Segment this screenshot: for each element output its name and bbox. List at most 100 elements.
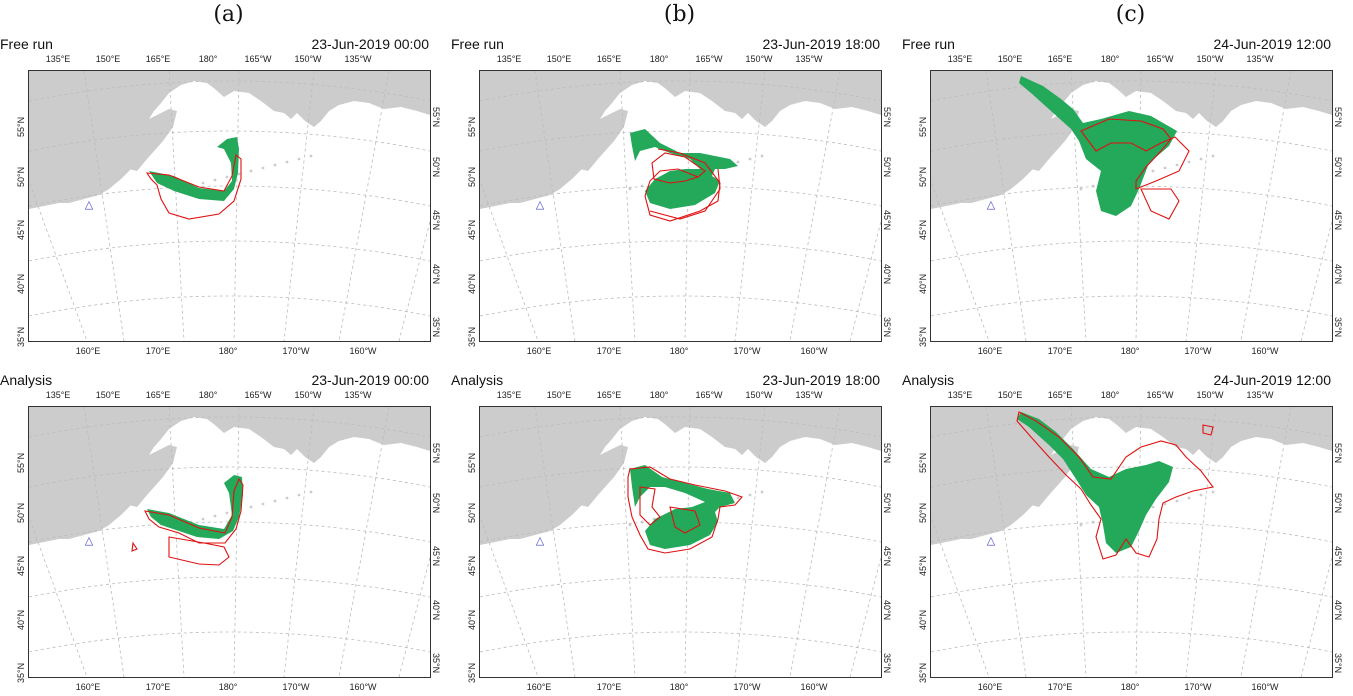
ash-plume <box>147 475 243 539</box>
lon-tick-top: 165°W <box>695 54 723 64</box>
island <box>309 490 313 494</box>
lon-tick-top: 135°W <box>795 54 823 64</box>
lat-tick-right: 40°N <box>1333 264 1343 285</box>
island <box>285 496 289 500</box>
island <box>297 157 301 161</box>
lat-tick-right: 55°N <box>431 443 441 464</box>
lat-tick-left: 45°N <box>918 219 928 240</box>
island <box>309 154 313 158</box>
lat-tick-left: 45°N <box>16 219 26 240</box>
map-panel: △ <box>28 406 431 678</box>
ash-plume <box>1019 76 1177 216</box>
lat-tick-right: 35°N <box>882 317 892 338</box>
land-mass <box>29 167 91 201</box>
island <box>249 169 253 173</box>
island <box>1151 169 1155 173</box>
lat-tick-left: 35°N <box>467 662 477 683</box>
lon-tick-top: 135°W <box>1246 54 1274 64</box>
lon-tick-top: 135°E <box>496 390 522 400</box>
island <box>273 499 277 503</box>
map-panel: △ <box>930 406 1333 678</box>
land-mass <box>129 445 177 507</box>
lon-tick-bottom: 180° <box>669 682 689 692</box>
lat-tick-left: 45°N <box>918 555 928 576</box>
panel-time: 23-Jun-2019 00:00 <box>311 36 429 52</box>
lat-tick-left: 50°N <box>16 166 26 187</box>
land-mass <box>480 503 542 537</box>
lon-tick-bottom: 170°E <box>1047 682 1073 692</box>
lon-tick-top: 165°E <box>145 54 171 64</box>
island <box>1163 502 1167 506</box>
lon-tick-bottom: 170°W <box>282 346 310 356</box>
lat-tick-left: 55°N <box>467 452 477 473</box>
lon-tick-bottom: 160°E <box>526 346 552 356</box>
lat-tick-right: 35°N <box>1333 317 1343 338</box>
island <box>1175 163 1179 167</box>
lon-tick-bottom: 160°E <box>526 682 552 692</box>
lat-tick-left: 40°N <box>467 273 477 294</box>
model-contour <box>145 154 242 220</box>
lon-tick-top: 135°W <box>344 54 372 64</box>
lat-tick-right: 40°N <box>882 264 892 285</box>
lon-tick-top: 180° <box>198 54 218 64</box>
island <box>736 496 740 500</box>
lon-tick-top: 165°E <box>596 390 622 400</box>
lat-tick-right: 55°N <box>1333 107 1343 128</box>
panel-title: Analysis <box>902 372 955 388</box>
land-mass <box>580 109 628 171</box>
lon-tick-top: 135°E <box>947 54 973 64</box>
island <box>1163 166 1167 170</box>
land-mass <box>480 407 881 545</box>
lon-tick-top: 150°W <box>745 390 773 400</box>
lon-tick-top: 165°E <box>145 390 171 400</box>
lat-tick-right: 45°N <box>431 210 441 231</box>
lon-tick-top: 150°W <box>1196 54 1224 64</box>
lon-tick-top: 165°W <box>244 390 272 400</box>
lat-tick-right: 55°N <box>882 443 892 464</box>
lon-tick-top: 150°W <box>294 54 322 64</box>
lat-tick-left: 35°N <box>16 326 26 347</box>
lat-tick-left: 45°N <box>467 219 477 240</box>
island <box>213 514 217 518</box>
lat-tick-right: 50°N <box>882 157 892 178</box>
island <box>225 511 229 515</box>
lon-tick-bottom: 170°W <box>1184 682 1212 692</box>
lat-tick-left: 45°N <box>16 555 26 576</box>
island <box>628 187 632 191</box>
model-contour <box>644 148 721 222</box>
island <box>1175 499 1179 503</box>
island <box>1079 187 1083 191</box>
lon-tick-top: 150°E <box>95 390 121 400</box>
lon-tick-top: 135°E <box>45 54 71 64</box>
lon-tick-bottom: 180° <box>1120 682 1140 692</box>
panel-time: 24-Jun-2019 12:00 <box>1213 372 1331 388</box>
lon-tick-bottom: 160°E <box>977 346 1003 356</box>
lon-tick-top: 180° <box>1100 54 1120 64</box>
map-panel: △ <box>28 70 431 342</box>
lon-tick-top: 165°W <box>244 54 272 64</box>
lon-tick-top: 150°E <box>546 54 572 64</box>
panel-time: 23-Jun-2019 18:00 <box>762 36 880 52</box>
lon-tick-top: 150°W <box>1196 390 1224 400</box>
lat-tick-right: 50°N <box>431 493 441 514</box>
volcano-marker: △ <box>987 198 996 211</box>
lat-tick-left: 55°N <box>16 452 26 473</box>
lon-tick-top: 180° <box>198 390 218 400</box>
lon-tick-top: 180° <box>649 54 669 64</box>
lat-tick-left: 35°N <box>467 326 477 347</box>
model-contour <box>1016 411 1214 560</box>
volcano-marker: △ <box>85 198 94 211</box>
lon-tick-bottom: 170°E <box>145 682 171 692</box>
model-contour <box>131 477 244 566</box>
land-mass <box>480 71 881 209</box>
lat-tick-right: 55°N <box>431 107 441 128</box>
lon-tick-bottom: 180° <box>669 346 689 356</box>
lon-tick-bottom: 170°W <box>1184 346 1212 356</box>
lon-tick-top: 165°W <box>695 390 723 400</box>
lon-tick-top: 150°E <box>997 54 1023 64</box>
lon-tick-top: 135°W <box>344 390 372 400</box>
lat-tick-left: 35°N <box>918 662 928 683</box>
volcano-marker: △ <box>987 534 996 547</box>
lat-tick-right: 50°N <box>882 493 892 514</box>
lon-tick-top: 165°W <box>1146 390 1174 400</box>
